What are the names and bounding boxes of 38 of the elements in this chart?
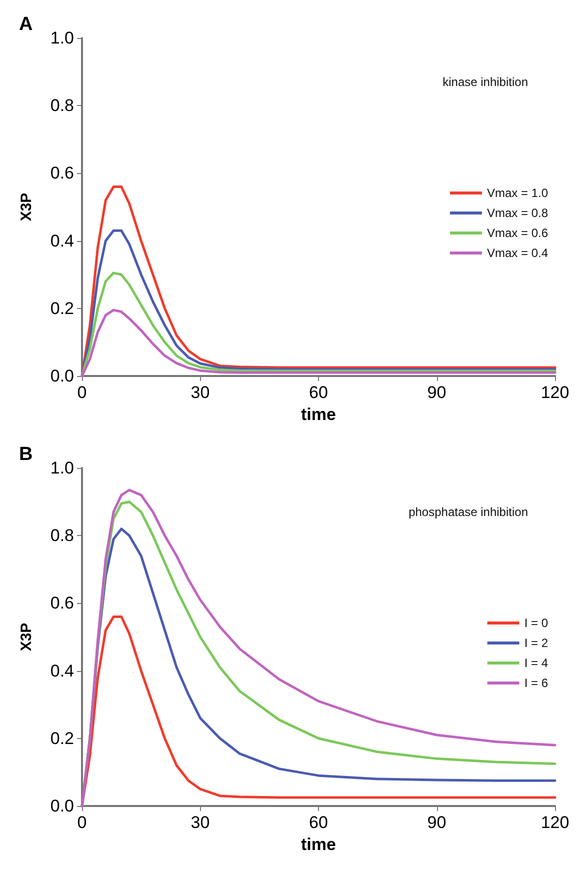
y-tick-label: 0.6 xyxy=(50,164,74,183)
x-tick-label: 120 xyxy=(540,813,570,832)
legend-label: Vmax = 0.4 xyxy=(486,246,548,260)
annotation: phosphatase inhibition xyxy=(408,505,528,519)
x-tick-label: 0 xyxy=(77,813,87,832)
legend-label: Vmax = 0.6 xyxy=(486,226,548,240)
y-tick-label: 1.0 xyxy=(50,28,74,48)
x-tick-label: 90 xyxy=(427,813,446,832)
y-tick-label: 0.6 xyxy=(50,594,74,613)
x-tick-label: 120 xyxy=(540,383,570,402)
y-axis-title: X3P xyxy=(18,622,35,652)
x-axis-title: time xyxy=(301,405,336,424)
y-tick-label: 0.2 xyxy=(50,298,74,318)
x-tick-label: 60 xyxy=(309,813,328,832)
legend-label: I = 6 xyxy=(524,676,548,690)
x-tick-label: 0 xyxy=(77,383,87,402)
chart-title: B xyxy=(19,444,33,465)
chart-title: A xyxy=(19,14,33,35)
y-tick-label: 0.0 xyxy=(50,366,74,386)
annotation: kinase inhibition xyxy=(442,75,528,89)
y-tick-label: 1.0 xyxy=(50,458,74,478)
x-axis-title: time xyxy=(301,835,336,854)
y-tick-label: 0.4 xyxy=(50,661,74,680)
legend-label: Vmax = 1.0 xyxy=(486,186,548,200)
legend-label: I = 0 xyxy=(524,616,548,630)
y-tick-label: 0.8 xyxy=(50,96,74,116)
legend-label: Vmax = 0.8 xyxy=(486,206,548,220)
y-tick-label: 0.0 xyxy=(50,796,74,816)
y-axis-title: X3P xyxy=(18,192,35,222)
y-tick-label: 0.2 xyxy=(50,728,74,748)
x-tick-label: 30 xyxy=(190,813,210,832)
y-tick-label: 0.8 xyxy=(50,526,74,546)
y-tick-label: 0.4 xyxy=(50,231,74,250)
x-tick-label: 60 xyxy=(309,383,328,402)
legend-label: I = 4 xyxy=(524,656,548,670)
legend-label: I = 2 xyxy=(524,636,548,650)
x-tick-label: 90 xyxy=(427,383,446,402)
x-tick-label: 30 xyxy=(190,383,210,402)
